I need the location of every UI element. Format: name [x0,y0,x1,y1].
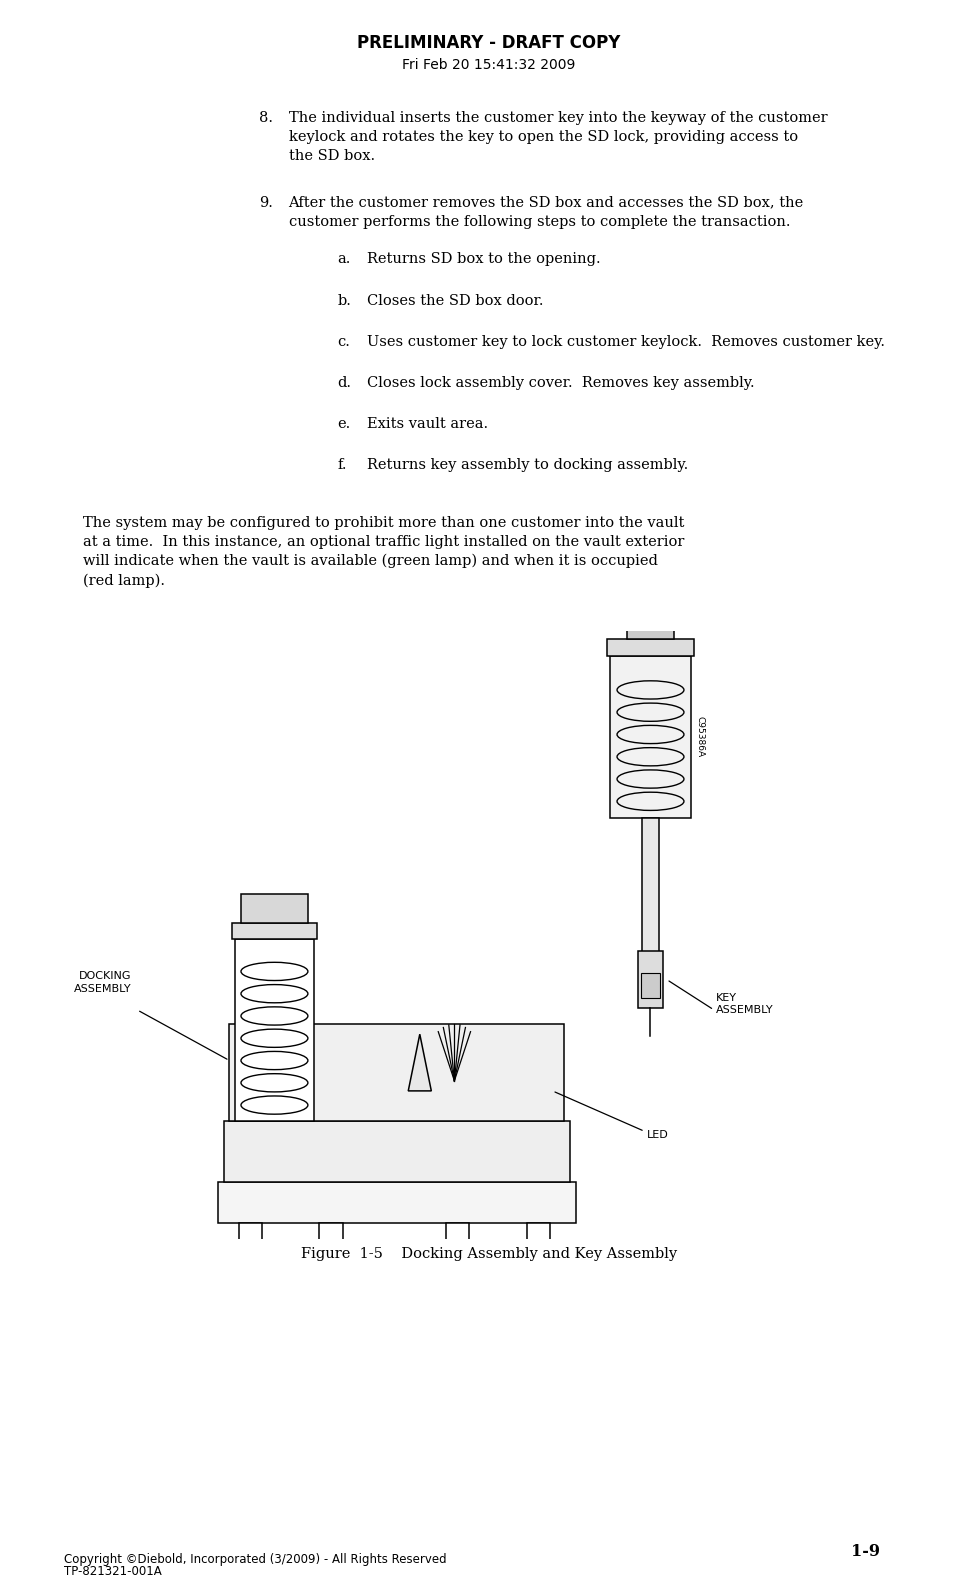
Text: a.: a. [337,252,351,267]
Text: DOCKING
ASSEMBLY: DOCKING ASSEMBLY [73,972,131,994]
Text: The system may be configured to prohibit more than one customer into the vault
a: The system may be configured to prohibit… [83,516,684,589]
Text: b.: b. [337,294,351,308]
Text: e.: e. [337,417,351,431]
Bar [238,1223,262,1243]
Text: 8.: 8. [259,112,273,125]
Text: LED: LED [647,1130,668,1141]
Text: TP-821321-001A: TP-821321-001A [64,1565,161,1578]
Text: The individual inserts the customer key into the keyway of the customer
keylock : The individual inserts the customer key … [288,112,827,163]
Text: C95386A: C95386A [695,716,703,757]
Bar [240,895,308,923]
Bar [230,1024,564,1122]
Text: Exits vault area.: Exits vault area. [366,417,488,431]
Text: KEY
ASSEMBLY: KEY ASSEMBLY [715,993,773,1015]
Bar [218,1182,574,1223]
Bar [319,1223,342,1243]
Bar [642,817,658,955]
Text: Returns SD box to the opening.: Returns SD box to the opening. [366,252,600,267]
Bar [610,655,690,817]
Bar [527,1223,550,1243]
Text: c.: c. [337,335,350,349]
Text: Returns key assembly to docking assembly.: Returns key assembly to docking assembly… [366,458,687,472]
Text: After the customer removes the SD box and accesses the SD box, the
customer perf: After the customer removes the SD box an… [288,196,803,229]
Text: d.: d. [337,376,351,390]
Text: 1-9: 1-9 [850,1543,879,1561]
Text: Closes the SD box door.: Closes the SD box door. [366,294,542,308]
Text: Uses customer key to lock customer keylock.  Removes customer key.: Uses customer key to lock customer keylo… [366,335,884,349]
Bar [224,1122,570,1182]
Text: 9.: 9. [259,196,273,210]
Bar [235,939,314,1122]
Text: Fri Feb 20 15:41:32 2009: Fri Feb 20 15:41:32 2009 [402,58,575,71]
Text: Closes lock assembly cover.  Removes key assembly.: Closes lock assembly cover. Removes key … [366,376,753,390]
Text: PRELIMINARY - DRAFT COPY: PRELIMINARY - DRAFT COPY [357,33,620,52]
Bar [446,1223,469,1243]
Text: f.: f. [337,458,347,472]
Bar [641,974,659,997]
Polygon shape [407,1034,431,1090]
Polygon shape [270,1034,292,1090]
Bar [627,615,673,639]
Bar [606,639,694,655]
Text: Copyright ©Diebold, Incorporated (3/2009) - All Rights Reserved: Copyright ©Diebold, Incorporated (3/2009… [64,1553,446,1565]
Bar [637,952,662,1008]
Bar [232,923,317,939]
Text: Figure  1-5    Docking Assembly and Key Assembly: Figure 1-5 Docking Assembly and Key Asse… [301,1247,676,1261]
